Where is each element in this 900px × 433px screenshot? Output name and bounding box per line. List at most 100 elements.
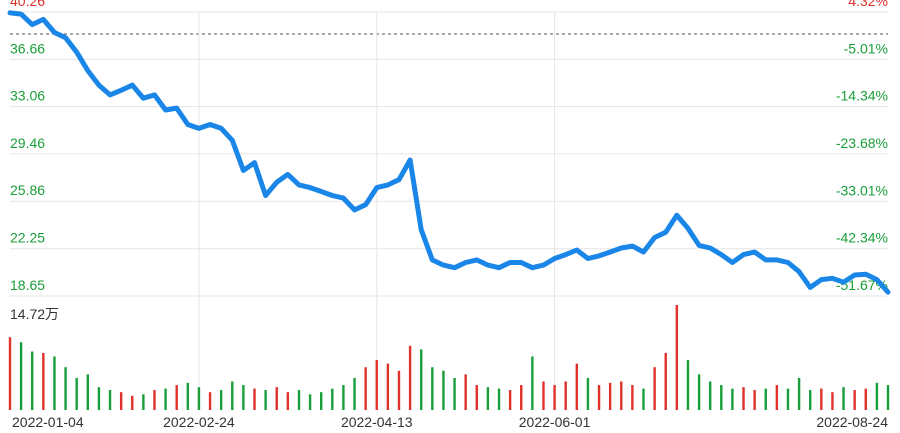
x-tick-label: 2022-06-01 <box>519 414 591 430</box>
volume-bar <box>420 349 423 410</box>
volume-bar <box>886 385 890 410</box>
volume-bar <box>831 392 834 410</box>
y-tick-label: 40.26 <box>10 0 45 9</box>
volume-bar <box>620 381 623 410</box>
volume-bar <box>119 392 123 410</box>
y2-tick-label: -33.01% <box>836 182 888 198</box>
volume-bar <box>375 360 378 410</box>
volume-bar <box>142 394 145 410</box>
volume-bar <box>775 385 779 410</box>
volume-bar <box>464 374 467 410</box>
volume-bar <box>697 374 701 410</box>
volume-bar <box>19 342 23 410</box>
volume-bar <box>797 377 801 410</box>
volume-bar <box>786 388 790 410</box>
y2-tick-label: -42.34% <box>836 230 888 246</box>
volume-bar <box>342 385 345 410</box>
y-tick-label: 33.06 <box>10 88 45 104</box>
volume-bar <box>86 374 89 410</box>
volume-bar <box>664 352 667 410</box>
volume-bar <box>275 387 278 410</box>
volume-bar <box>431 367 434 410</box>
volume-bar <box>42 352 45 410</box>
volume-bar <box>64 367 67 410</box>
volume-bar <box>508 390 512 410</box>
y-tick-label: 25.86 <box>10 182 45 198</box>
x-tick-label: 2022-08-24 <box>816 414 888 430</box>
volume-bar <box>608 382 612 410</box>
volume-bar <box>631 385 634 410</box>
volume-bar <box>364 367 367 410</box>
volume-bar <box>586 377 590 410</box>
volume-bar <box>53 356 56 410</box>
volume-bar <box>553 385 556 410</box>
volume-bar <box>675 305 679 410</box>
volume-bar <box>308 394 312 410</box>
volume-bar <box>453 377 456 410</box>
volume-bar <box>809 390 812 410</box>
volume-bar <box>297 390 301 410</box>
volume-bar <box>231 381 234 410</box>
volume-bar <box>731 388 734 410</box>
volume-bar <box>8 337 12 410</box>
volume-bar <box>442 370 445 410</box>
volume-bar <box>597 385 601 410</box>
volume-bar <box>175 385 178 410</box>
volume-bar <box>31 351 34 410</box>
x-tick-label: 2022-04-13 <box>341 414 413 430</box>
volume-bar <box>842 387 845 410</box>
y-tick-label: 18.65 <box>10 277 45 293</box>
volume-bar <box>520 385 523 410</box>
y-tick-label: 36.66 <box>10 40 45 56</box>
volume-bar <box>864 388 867 410</box>
volume-bar <box>153 390 156 410</box>
volume-bar <box>397 370 401 410</box>
volume-bar <box>708 381 712 410</box>
volume-bar <box>208 392 212 410</box>
volume-bar <box>286 392 290 410</box>
volume-bar <box>542 381 545 410</box>
y2-tick-label: -14.34% <box>836 88 888 104</box>
volume-bar <box>353 377 356 410</box>
volume-bar <box>753 390 756 410</box>
volume-bar <box>197 387 201 410</box>
volume-bar <box>131 395 134 410</box>
volume-bar <box>475 385 478 410</box>
volume-bar <box>164 388 167 410</box>
volume-bar <box>764 388 767 410</box>
y-tick-label: 22.25 <box>10 230 45 246</box>
y2-tick-label: -5.01% <box>844 40 888 56</box>
volume-bar <box>108 390 112 410</box>
volume-bar <box>875 382 879 410</box>
volume-bar <box>497 388 501 410</box>
volume-bar <box>97 387 101 410</box>
y-tick-label: 29.46 <box>10 135 45 151</box>
price-line <box>7 10 891 295</box>
volume-bar <box>186 382 190 410</box>
volume-bar <box>264 390 267 410</box>
volume-bar <box>575 363 579 410</box>
x-tick-label: 2022-02-24 <box>163 414 235 430</box>
volume-bar <box>742 387 745 410</box>
volume-bar <box>219 390 223 410</box>
volume-bar <box>720 385 723 410</box>
y2-tick-label: -23.68% <box>836 135 888 151</box>
volume-bar <box>242 385 245 410</box>
volume-bar <box>853 390 856 410</box>
y2-tick-label: 4.32% <box>848 0 888 9</box>
volume-bar <box>408 345 412 410</box>
volume-bar <box>319 392 323 410</box>
volume-bar <box>653 367 656 410</box>
volume-bar <box>331 388 334 410</box>
volume-bar <box>486 387 490 410</box>
volume-bar <box>386 363 390 410</box>
x-tick-label: 2022-01-04 <box>12 414 84 430</box>
volume-bar <box>531 356 534 410</box>
volume-bar <box>564 381 567 410</box>
volume-bar <box>686 360 690 410</box>
volume-bar <box>642 388 645 410</box>
volume-bar <box>253 388 256 410</box>
volume-bar <box>75 377 78 410</box>
volume-bar <box>820 388 823 410</box>
